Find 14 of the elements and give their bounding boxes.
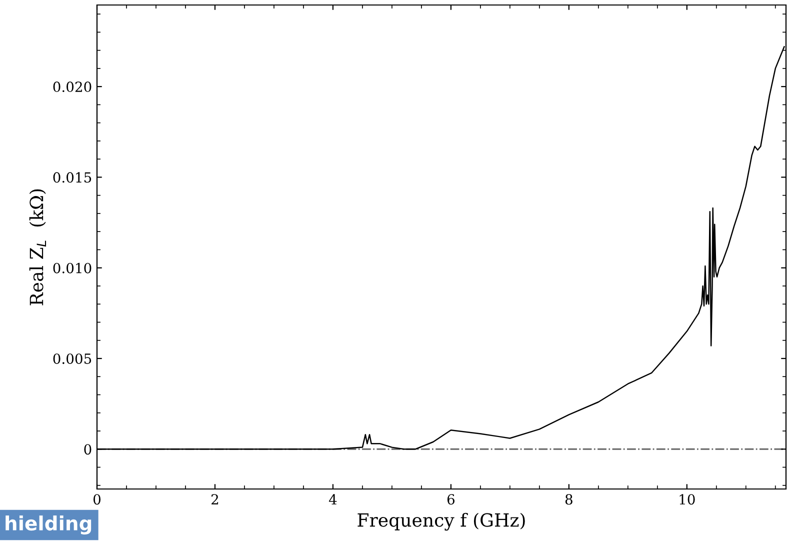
y-tick-label: 0.015: [53, 172, 92, 183]
text: hielding: [6, 516, 92, 534]
x-tick-label: 2: [212, 494, 218, 504]
x-tick-label: 6: [447, 494, 454, 505]
x-tick-label: 0: [93, 494, 100, 505]
y-tick-label: 0: [84, 444, 92, 455]
y-tick-label: 0.005: [53, 353, 92, 364]
x-tick-label: 8: [565, 494, 572, 505]
x-axis-title: Frequency f (GHz): [358, 512, 525, 531]
x-tick-label: 4: [328, 494, 337, 504]
y-tick-label: 0.010: [53, 262, 92, 274]
x-tick-label: 10: [680, 494, 695, 505]
y-tick-label: 0.020: [53, 82, 92, 92]
y-axis-title: Real Z$_{L}$ (kΩ): [29, 189, 46, 306]
